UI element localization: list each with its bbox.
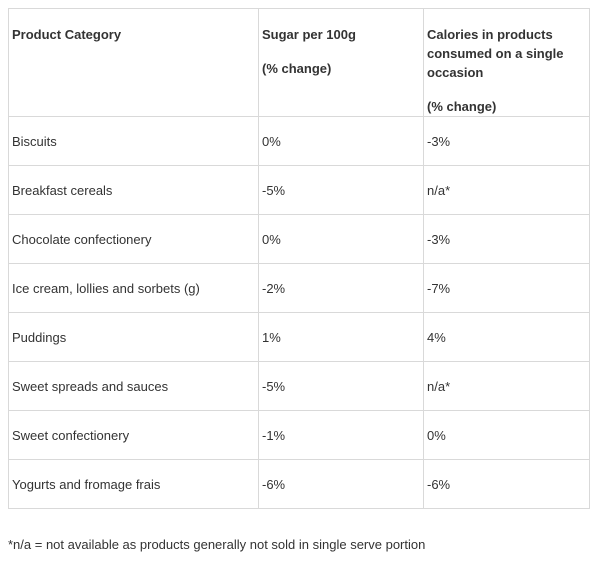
cell-category: Breakfast cereals bbox=[8, 165, 259, 215]
cell-sugar: -5% bbox=[258, 165, 424, 215]
table-row: Biscuits 0% -3% bbox=[8, 116, 590, 166]
header-sugar-unit: (% change) bbox=[262, 61, 332, 76]
cell-category: Biscuits bbox=[8, 116, 259, 166]
cell-calories: -6% bbox=[423, 459, 590, 509]
footnote: *n/a = not available as products general… bbox=[8, 537, 426, 552]
cell-sugar: -1% bbox=[258, 410, 424, 460]
cell-sugar: 0% bbox=[258, 116, 424, 166]
header-category: Product Category bbox=[8, 8, 259, 117]
table-row: Puddings 1% 4% bbox=[8, 312, 590, 362]
cell-calories: -7% bbox=[423, 263, 590, 313]
table-row: Yogurts and fromage frais -6% -6% bbox=[8, 459, 590, 509]
cell-sugar: -2% bbox=[258, 263, 424, 313]
cell-sugar: 0% bbox=[258, 214, 424, 264]
sugar-calories-table: Product Category Sugar per 100g (% chang… bbox=[8, 8, 590, 509]
header-sugar: Sugar per 100g (% change) bbox=[258, 8, 424, 117]
table-row: Breakfast cereals -5% n/a* bbox=[8, 165, 590, 215]
cell-calories: -3% bbox=[423, 214, 590, 264]
header-calories-unit: (% change) bbox=[427, 99, 497, 114]
header-sugar-label: Sugar per 100g bbox=[262, 27, 356, 42]
table-row: Sweet confectionery -1% 0% bbox=[8, 410, 590, 460]
cell-calories: 0% bbox=[423, 410, 590, 460]
cell-calories: 4% bbox=[423, 312, 590, 362]
cell-sugar: 1% bbox=[258, 312, 424, 362]
cell-category: Sweet spreads and sauces bbox=[8, 361, 259, 411]
cell-category: Chocolate confectionery bbox=[8, 214, 259, 264]
table-row: Ice cream, lollies and sorbets (g) -2% -… bbox=[8, 263, 590, 313]
cell-calories: -3% bbox=[423, 116, 590, 166]
cell-category: Yogurts and fromage frais bbox=[8, 459, 259, 509]
table-header-row: Product Category Sugar per 100g (% chang… bbox=[8, 8, 590, 117]
header-calories: Calories in products consumed on a singl… bbox=[423, 8, 590, 117]
table-row: Chocolate confectionery 0% -3% bbox=[8, 214, 590, 264]
cell-calories: n/a* bbox=[423, 165, 590, 215]
cell-sugar: -6% bbox=[258, 459, 424, 509]
table-row: Sweet spreads and sauces -5% n/a* bbox=[8, 361, 590, 411]
cell-category: Puddings bbox=[8, 312, 259, 362]
cell-category: Sweet confectionery bbox=[8, 410, 259, 460]
header-category-label: Product Category bbox=[12, 27, 122, 42]
cell-calories: n/a* bbox=[423, 361, 590, 411]
header-calories-label: Calories in products consumed on a singl… bbox=[427, 27, 564, 80]
cell-category: Ice cream, lollies and sorbets (g) bbox=[8, 263, 259, 313]
cell-sugar: -5% bbox=[258, 361, 424, 411]
